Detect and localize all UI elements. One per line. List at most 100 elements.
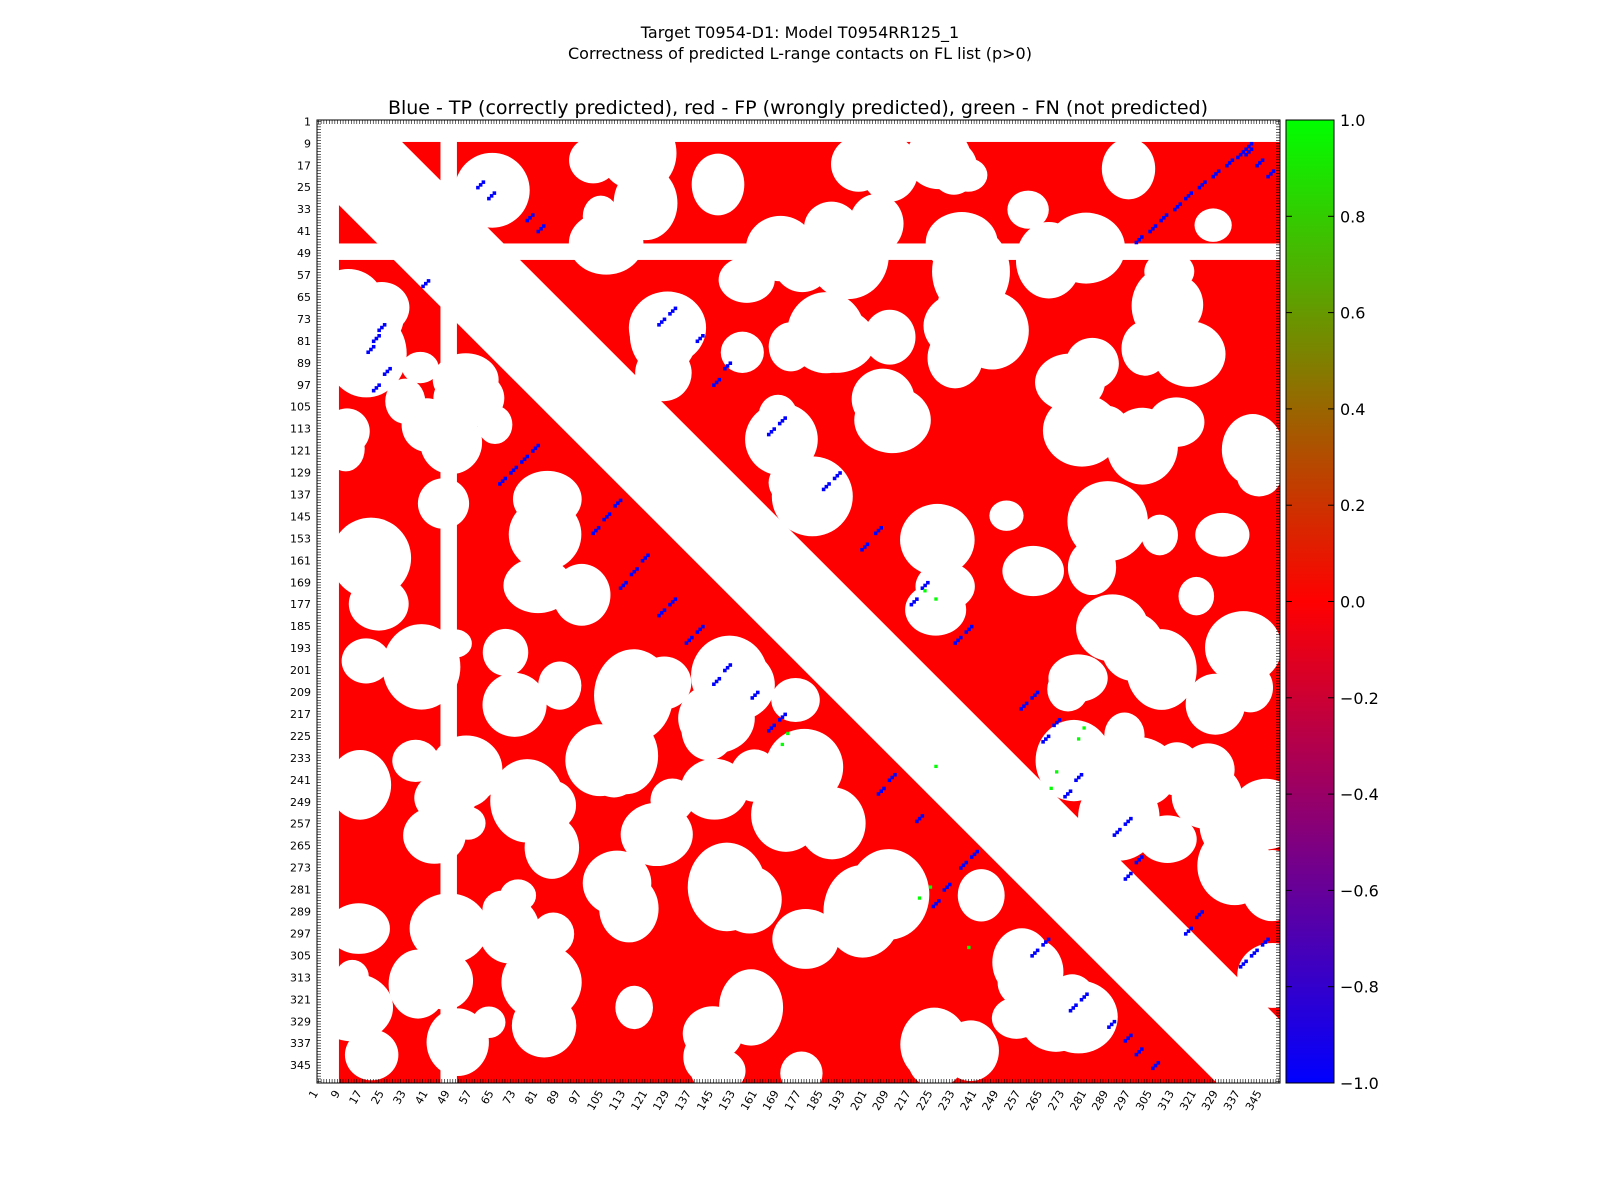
x-tick-label: 265 bbox=[1024, 1088, 1046, 1113]
tp-contact-cell bbox=[780, 419, 785, 423]
y-tick-label: 121 bbox=[290, 445, 311, 458]
no-contact-patch bbox=[863, 309, 916, 365]
tp-contact-cell bbox=[912, 600, 916, 604]
x-tick-label: 137 bbox=[672, 1088, 694, 1113]
tp-contact-cell bbox=[690, 635, 694, 640]
no-contact-patch bbox=[1153, 321, 1226, 387]
no-contact-patch bbox=[772, 909, 839, 969]
tp-contact-cell bbox=[1153, 224, 1158, 228]
no-contact-patch bbox=[771, 677, 820, 723]
no-contact-patch bbox=[992, 928, 1052, 997]
tp-contact-cell bbox=[923, 583, 927, 588]
colorbar-tick-label: −1.0 bbox=[1340, 1074, 1379, 1093]
no-contact-patch bbox=[1185, 673, 1246, 735]
y-tick-label: 137 bbox=[290, 489, 311, 502]
tp-contact-cell bbox=[920, 814, 925, 818]
no-contact-patch bbox=[478, 897, 540, 964]
tp-contact-cell bbox=[536, 229, 541, 234]
tp-contact-cell bbox=[948, 882, 952, 887]
tp-contact-cell bbox=[725, 665, 730, 670]
tp-contact-cell bbox=[714, 380, 719, 385]
no-contact-patch bbox=[1121, 321, 1169, 376]
tp-contact-cell bbox=[371, 344, 376, 349]
tp-contact-cell bbox=[1019, 707, 1023, 711]
tp-contact-cell bbox=[657, 323, 661, 327]
y-tick-label: 17 bbox=[297, 159, 311, 172]
no-contact-patch bbox=[512, 470, 582, 528]
tp-contact-cell bbox=[1030, 954, 1034, 958]
tp-contact-cell bbox=[953, 641, 958, 645]
tp-contact-cell bbox=[1022, 704, 1026, 708]
tp-contact-cell bbox=[824, 484, 829, 489]
tp-contact-cell bbox=[975, 849, 980, 854]
fn-contact-cell bbox=[967, 945, 971, 950]
tp-contact-cell bbox=[498, 482, 502, 486]
no-contact-patch bbox=[1197, 826, 1272, 906]
no-contact-patch bbox=[328, 749, 392, 820]
colorbar-tick-label: 0.4 bbox=[1340, 400, 1365, 419]
no-contact-patch bbox=[1035, 719, 1113, 802]
tp-contact-cell bbox=[382, 372, 387, 376]
no-contact-patch bbox=[582, 850, 652, 916]
tp-contact-cell bbox=[594, 528, 598, 533]
tp-contact-cell bbox=[618, 498, 623, 503]
tp-contact-cell bbox=[377, 328, 381, 333]
tp-contact-cell bbox=[489, 194, 494, 198]
tp-contact-cell bbox=[887, 778, 892, 783]
no-contact-patch bbox=[615, 985, 653, 1030]
tp-contact-cell bbox=[1203, 180, 1207, 184]
y-tick-label: 161 bbox=[290, 554, 311, 567]
no-contact-patch bbox=[1195, 512, 1250, 557]
tp-contact-cell bbox=[1200, 910, 1205, 914]
no-contact-patch bbox=[1035, 353, 1105, 412]
tp-contact-cell bbox=[917, 816, 922, 821]
diagonal-band bbox=[317, 120, 1280, 1083]
tp-contact-cell bbox=[1249, 147, 1254, 152]
tp-contact-cell bbox=[1258, 161, 1262, 165]
tp-contact-cell bbox=[1140, 235, 1144, 239]
tp-contact-cell bbox=[1249, 954, 1254, 958]
tp-contact-cell bbox=[1255, 948, 1259, 953]
y-tick-label: 49 bbox=[297, 247, 311, 260]
colorbar-tick-label: 0.6 bbox=[1340, 304, 1365, 323]
no-contact-patch bbox=[348, 577, 409, 631]
tp-contact-cell bbox=[377, 383, 381, 387]
tp-contact-cell bbox=[1074, 1003, 1078, 1008]
no-contact-patch bbox=[989, 500, 1024, 531]
tp-contact-cell bbox=[1151, 227, 1155, 231]
tp-contact-cell bbox=[1044, 737, 1048, 741]
tp-contact-cell bbox=[931, 904, 936, 909]
tp-contact-cell bbox=[662, 608, 667, 612]
tp-contact-cell bbox=[1216, 169, 1221, 173]
fn-contact-cell bbox=[786, 731, 790, 736]
no-contact-patch bbox=[1138, 815, 1197, 863]
tp-contact-cell bbox=[714, 679, 719, 684]
heatmap-cells bbox=[317, 120, 1280, 1083]
colorbar-tick-label: 0.2 bbox=[1340, 496, 1365, 515]
no-contact-patch bbox=[1126, 629, 1197, 710]
x-tick-label: 273 bbox=[1045, 1088, 1067, 1113]
tp-contact-cell bbox=[1189, 191, 1194, 195]
tp-contact-cell bbox=[1266, 937, 1270, 942]
figure-title-line-1: Target T0954-D1: Model T0954RR125_1 bbox=[640, 23, 960, 42]
tp-contact-cell bbox=[1115, 830, 1119, 835]
tp-contact-cell bbox=[777, 421, 782, 426]
fn-contact-cell bbox=[934, 597, 938, 601]
no-contact-patch bbox=[1015, 221, 1082, 299]
tp-contact-cell bbox=[525, 454, 530, 459]
tp-contact-cell bbox=[961, 863, 966, 868]
tp-contact-cell bbox=[511, 468, 516, 473]
no-contact-patch bbox=[854, 386, 931, 454]
tp-contact-cell bbox=[1244, 147, 1248, 152]
y-tick-label: 153 bbox=[290, 532, 311, 545]
no-contact-patch bbox=[1156, 746, 1203, 793]
tp-contact-cell bbox=[531, 213, 535, 217]
x-tick-label: 233 bbox=[936, 1088, 958, 1113]
tp-contact-cell bbox=[766, 729, 771, 733]
tp-contact-cell bbox=[509, 471, 513, 475]
tp-contact-cell bbox=[698, 627, 702, 632]
no-contact-patch bbox=[1237, 942, 1280, 1008]
y-tick-label: 97 bbox=[297, 379, 311, 392]
x-tick-label: 33 bbox=[391, 1088, 409, 1107]
